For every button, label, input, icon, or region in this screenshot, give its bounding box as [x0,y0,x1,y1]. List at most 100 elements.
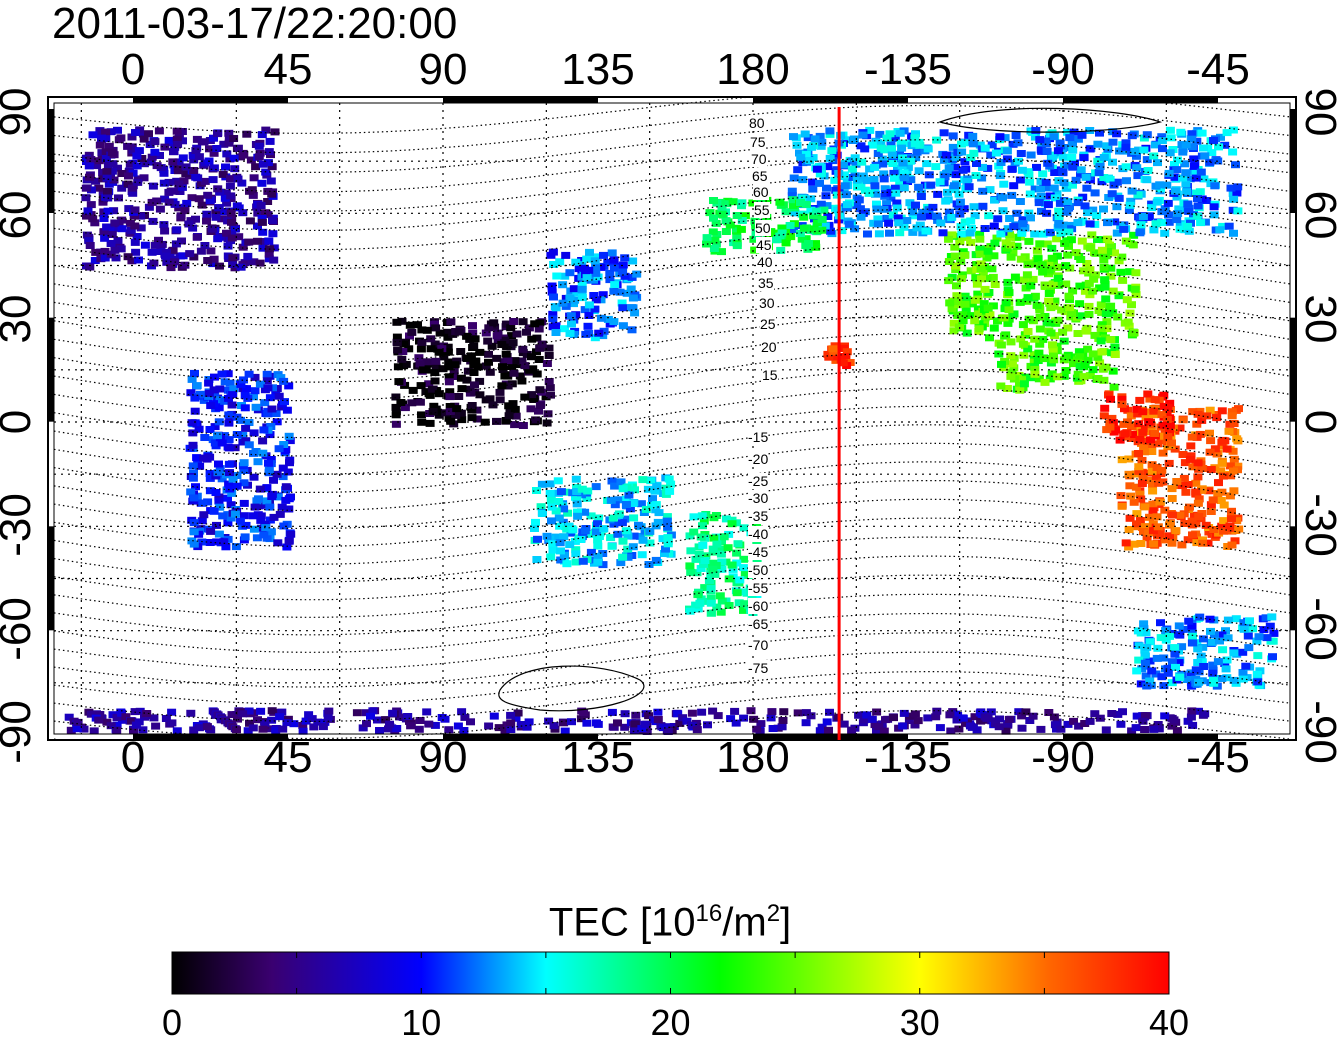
tec-pixel [862,711,872,719]
tec-pixel [170,200,180,208]
tec-pixel [793,166,803,174]
tec-pixel [1175,220,1185,228]
tec-pixel [64,713,74,721]
tec-pixel [238,209,248,217]
tec-pixel [1116,492,1126,500]
frame-tick-bar [753,734,908,740]
tec-pixel [132,233,142,240]
tec-pixel [905,199,915,207]
tec-pixel [1268,653,1277,661]
tec-pixel [584,301,594,309]
tec-pixel [190,394,200,402]
tec-pixel [250,387,260,395]
tec-pixel [572,289,582,297]
tec-pixel [1143,390,1153,398]
tec-pixel [1198,539,1207,547]
tec-pixel [1209,211,1219,219]
tec-pixel [414,725,424,733]
tec-pixel [221,163,230,171]
tec-pixel [717,538,726,546]
tec-pixel [197,201,207,209]
tec-pixel [778,717,788,724]
tec-pixel [1170,187,1180,195]
tec-region [823,342,855,369]
tec-pixel [522,723,532,731]
tec-pixel [658,535,668,543]
tec-pixel [967,723,977,731]
tec-pixel [161,248,171,256]
tec-pixel [506,324,516,332]
tec-pixel [1172,166,1182,174]
tec-pixel [532,556,542,563]
tec-pixel [732,242,742,250]
tec-pixel [722,200,732,208]
tec-pixel [1025,190,1035,198]
lat-tick-label: -60 [0,596,40,661]
tec-pixel [1215,226,1225,234]
tec-pixel [609,287,619,295]
tec-pixel [509,318,519,325]
tec-pixel [1035,325,1045,333]
tec-pixel [607,542,617,550]
tec-pixel [906,176,916,184]
tec-pixel [968,132,978,140]
tec-pixel [590,334,600,342]
tec-pixel [1058,328,1068,336]
tec-pixel [1212,414,1222,422]
tec-pixel [155,152,164,159]
tec-pixel [1132,510,1142,518]
tec-pixel [268,384,277,392]
tec-pixel [653,518,663,526]
contour-label: 75 [750,134,766,150]
tec-pixel [264,459,273,467]
tec-pixel [1141,672,1151,680]
tec-pixel [1035,313,1045,321]
tec-pixel [224,129,234,137]
tec-pixel [1164,459,1174,467]
tec-pixel [489,319,499,327]
tec-pixel [1021,284,1031,292]
tec-pixel [136,224,146,232]
tec-pixel [1159,402,1169,410]
tec-pixel [1019,376,1029,384]
tec-pixel [182,199,192,207]
tec-pixel [528,365,538,373]
tec-pixel [111,254,121,262]
tec-pixel [1044,259,1054,267]
tec-pixel [1093,236,1102,243]
tec-pixel [1117,253,1127,261]
tec-pixel [445,388,455,396]
tec-pixel [117,716,127,724]
tec-pixel [1099,263,1109,271]
tec-pixel [522,328,531,336]
tec-pixel [228,254,238,262]
tec-pixel [1151,220,1161,228]
tec-pixel [1076,256,1086,263]
tec-pixel [228,261,238,268]
tec-pixel [613,530,623,538]
tec-pixel [102,174,112,182]
tec-pixel [646,477,656,485]
contour-line [53,555,1291,618]
tec-pixel [1124,543,1134,551]
tec-pixel [471,357,481,365]
tec-pixel [1205,406,1215,414]
tec-pixel [151,722,161,730]
tec-pixel [1192,137,1202,145]
tec-pixel [1239,625,1249,633]
tec-pixel [704,577,714,584]
tec-pixel [706,584,716,592]
tec-pixel [279,441,289,448]
tec-pixel [752,540,762,548]
tec-pixel [472,415,482,423]
tec-pixel [1178,451,1188,458]
tec-pixel [1156,634,1166,642]
tec-pixel [1176,128,1186,136]
tec-pixel [236,263,246,271]
tec-pixel [217,439,227,447]
tec-pixel [583,322,593,330]
tec-pixel [117,216,127,224]
tec-pixel [1221,627,1230,635]
tec-pixel [155,205,165,213]
tec-pixel [1187,143,1197,151]
